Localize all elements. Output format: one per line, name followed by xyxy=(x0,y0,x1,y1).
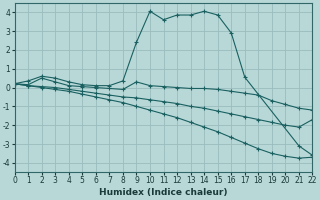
X-axis label: Humidex (Indice chaleur): Humidex (Indice chaleur) xyxy=(99,188,228,197)
